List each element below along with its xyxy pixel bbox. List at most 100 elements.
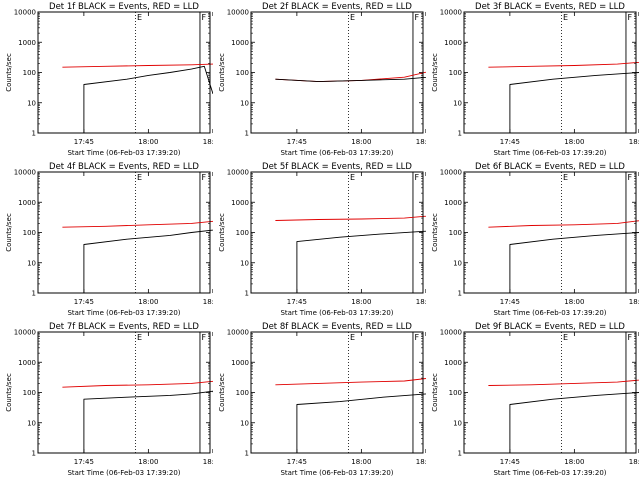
x-tick-label: 17:45 — [74, 138, 94, 146]
flag-letter: E — [563, 13, 568, 22]
flag-letter: F — [201, 13, 206, 22]
flag-letter: F — [627, 173, 632, 182]
flag-letter: F — [414, 173, 419, 182]
y-tick-label: 1000 — [18, 39, 36, 47]
detector-panel: Det 7f BLACK = Events, RED = LLD Counts/s… — [0, 320, 213, 480]
panel-title: Det 1f BLACK = Events, RED = LLD — [49, 2, 199, 12]
y-tick-label: 100 — [236, 69, 249, 77]
y-tick-label: 10 — [240, 99, 249, 107]
flag-letter: E — [563, 333, 568, 342]
panel-plot: Det 6f BLACK = Events, RED = LLD Counts/s… — [431, 162, 639, 317]
plot-frame — [463, 171, 637, 294]
series-events-line — [296, 393, 426, 453]
y-axis-label: Counts/sec — [218, 213, 226, 252]
panel-title: Det 8f BLACK = Events, RED = LLD — [262, 322, 412, 332]
plot-frame — [37, 331, 211, 454]
y-tick-label: 100 — [449, 69, 462, 77]
plot-frame — [37, 171, 211, 294]
panel-plot: Det 9f BLACK = Events, RED = LLD Counts/s… — [431, 322, 639, 477]
y-tick-label: 10000 — [440, 329, 462, 337]
y-tick-label: 10 — [453, 259, 462, 267]
y-tick-label: 1 — [245, 130, 249, 138]
x-tick-label: 17:45 — [74, 298, 94, 306]
panel-plot: Det 5f BLACK = Events, RED = LLD Counts/s… — [218, 162, 426, 317]
y-axis-label: Counts/sec — [218, 373, 226, 412]
y-axis-label: Counts/sec — [218, 53, 226, 92]
series-lld-line — [488, 220, 639, 228]
series-lld-line — [275, 71, 426, 83]
x-axis-label: Start Time (06-Feb-03 17:39:20) — [67, 469, 180, 477]
x-tick-label: 18:15 — [629, 458, 639, 466]
x-axis-label: Start Time (06-Feb-03 17:39:20) — [280, 149, 393, 157]
x-tick-label: 18:00 — [138, 138, 158, 146]
flag-letter: E — [350, 13, 355, 22]
y-tick-label: 100 — [23, 229, 36, 237]
y-tick-label: 10000 — [227, 169, 249, 177]
series-lld-line — [275, 378, 426, 386]
x-tick-label: 17:45 — [500, 138, 520, 146]
y-tick-label: 100 — [236, 229, 249, 237]
x-tick-label: 18:15 — [629, 298, 639, 306]
panel-title: Det 9f BLACK = Events, RED = LLD — [475, 322, 625, 332]
series-events-line — [83, 229, 213, 293]
panel-title: Det 2f BLACK = Events, RED = LLD — [262, 2, 412, 12]
detector-panel: Det 5f BLACK = Events, RED = LLD Counts/s… — [213, 160, 426, 320]
series-events-line — [509, 71, 639, 133]
detector-panel: Det 2f BLACK = Events, RED = LLD Counts/s… — [213, 0, 426, 160]
y-tick-label: 1 — [458, 450, 462, 458]
flag-letter: E — [350, 173, 355, 182]
y-tick-label: 1 — [458, 130, 462, 138]
x-tick-label: 18:15 — [629, 138, 639, 146]
detector-panel: Det 6f BLACK = Events, RED = LLD Counts/s… — [426, 160, 639, 320]
x-axis-label: Start Time (06-Feb-03 17:39:20) — [493, 309, 606, 317]
series-events-line — [509, 231, 639, 293]
plot-frame — [250, 11, 424, 134]
y-tick-label: 10000 — [14, 329, 36, 337]
flag-letter: E — [137, 13, 142, 22]
panel-plot: Det 3f BLACK = Events, RED = LLD Counts/s… — [431, 2, 639, 157]
series-lld-line — [488, 379, 639, 386]
y-tick-label: 10000 — [14, 9, 36, 17]
flag-letter: E — [350, 333, 355, 342]
y-tick-label: 1 — [245, 290, 249, 298]
x-tick-label: 18:15 — [203, 298, 213, 306]
y-axis-label: Counts/sec — [5, 213, 13, 252]
panel-plot: Det 2f BLACK = Events, RED = LLD Counts/s… — [218, 2, 426, 157]
y-tick-label: 10 — [453, 419, 462, 427]
series-lld-line — [62, 220, 213, 228]
x-tick-label: 18:00 — [138, 458, 158, 466]
x-tick-label: 18:15 — [416, 298, 426, 306]
series-events-line — [509, 391, 639, 453]
y-tick-label: 100 — [236, 389, 249, 397]
x-tick-label: 18:00 — [564, 298, 584, 306]
panel-title: Det 5f BLACK = Events, RED = LLD — [262, 162, 412, 172]
panel-plot: Det 7f BLACK = Events, RED = LLD Counts/s… — [5, 322, 213, 477]
detector-panel: Det 1f BLACK = Events, RED = LLD Counts/s… — [0, 0, 213, 160]
y-tick-label: 10000 — [14, 169, 36, 177]
y-tick-label: 1 — [32, 130, 36, 138]
flag-letter: F — [201, 333, 206, 342]
x-tick-label: 17:45 — [500, 298, 520, 306]
y-axis-label: Counts/sec — [431, 373, 439, 412]
y-tick-label: 1000 — [444, 199, 462, 207]
flag-letter: F — [414, 333, 419, 342]
x-tick-label: 18:00 — [564, 138, 584, 146]
x-tick-label: 18:15 — [203, 458, 213, 466]
y-tick-label: 100 — [23, 389, 36, 397]
plot-frame — [250, 331, 424, 454]
y-tick-label: 1000 — [444, 359, 462, 367]
series-events-line — [83, 390, 213, 453]
y-tick-label: 10 — [240, 419, 249, 427]
x-tick-label: 18:00 — [351, 458, 371, 466]
flag-letter: F — [627, 333, 632, 342]
x-tick-label: 18:00 — [564, 458, 584, 466]
y-tick-label: 1000 — [231, 359, 249, 367]
x-tick-label: 18:00 — [351, 138, 371, 146]
y-tick-label: 1000 — [231, 199, 249, 207]
y-tick-label: 10 — [453, 99, 462, 107]
x-tick-label: 17:45 — [287, 138, 307, 146]
x-tick-label: 18:15 — [416, 138, 426, 146]
y-tick-label: 10000 — [440, 9, 462, 17]
y-tick-label: 10 — [27, 99, 36, 107]
